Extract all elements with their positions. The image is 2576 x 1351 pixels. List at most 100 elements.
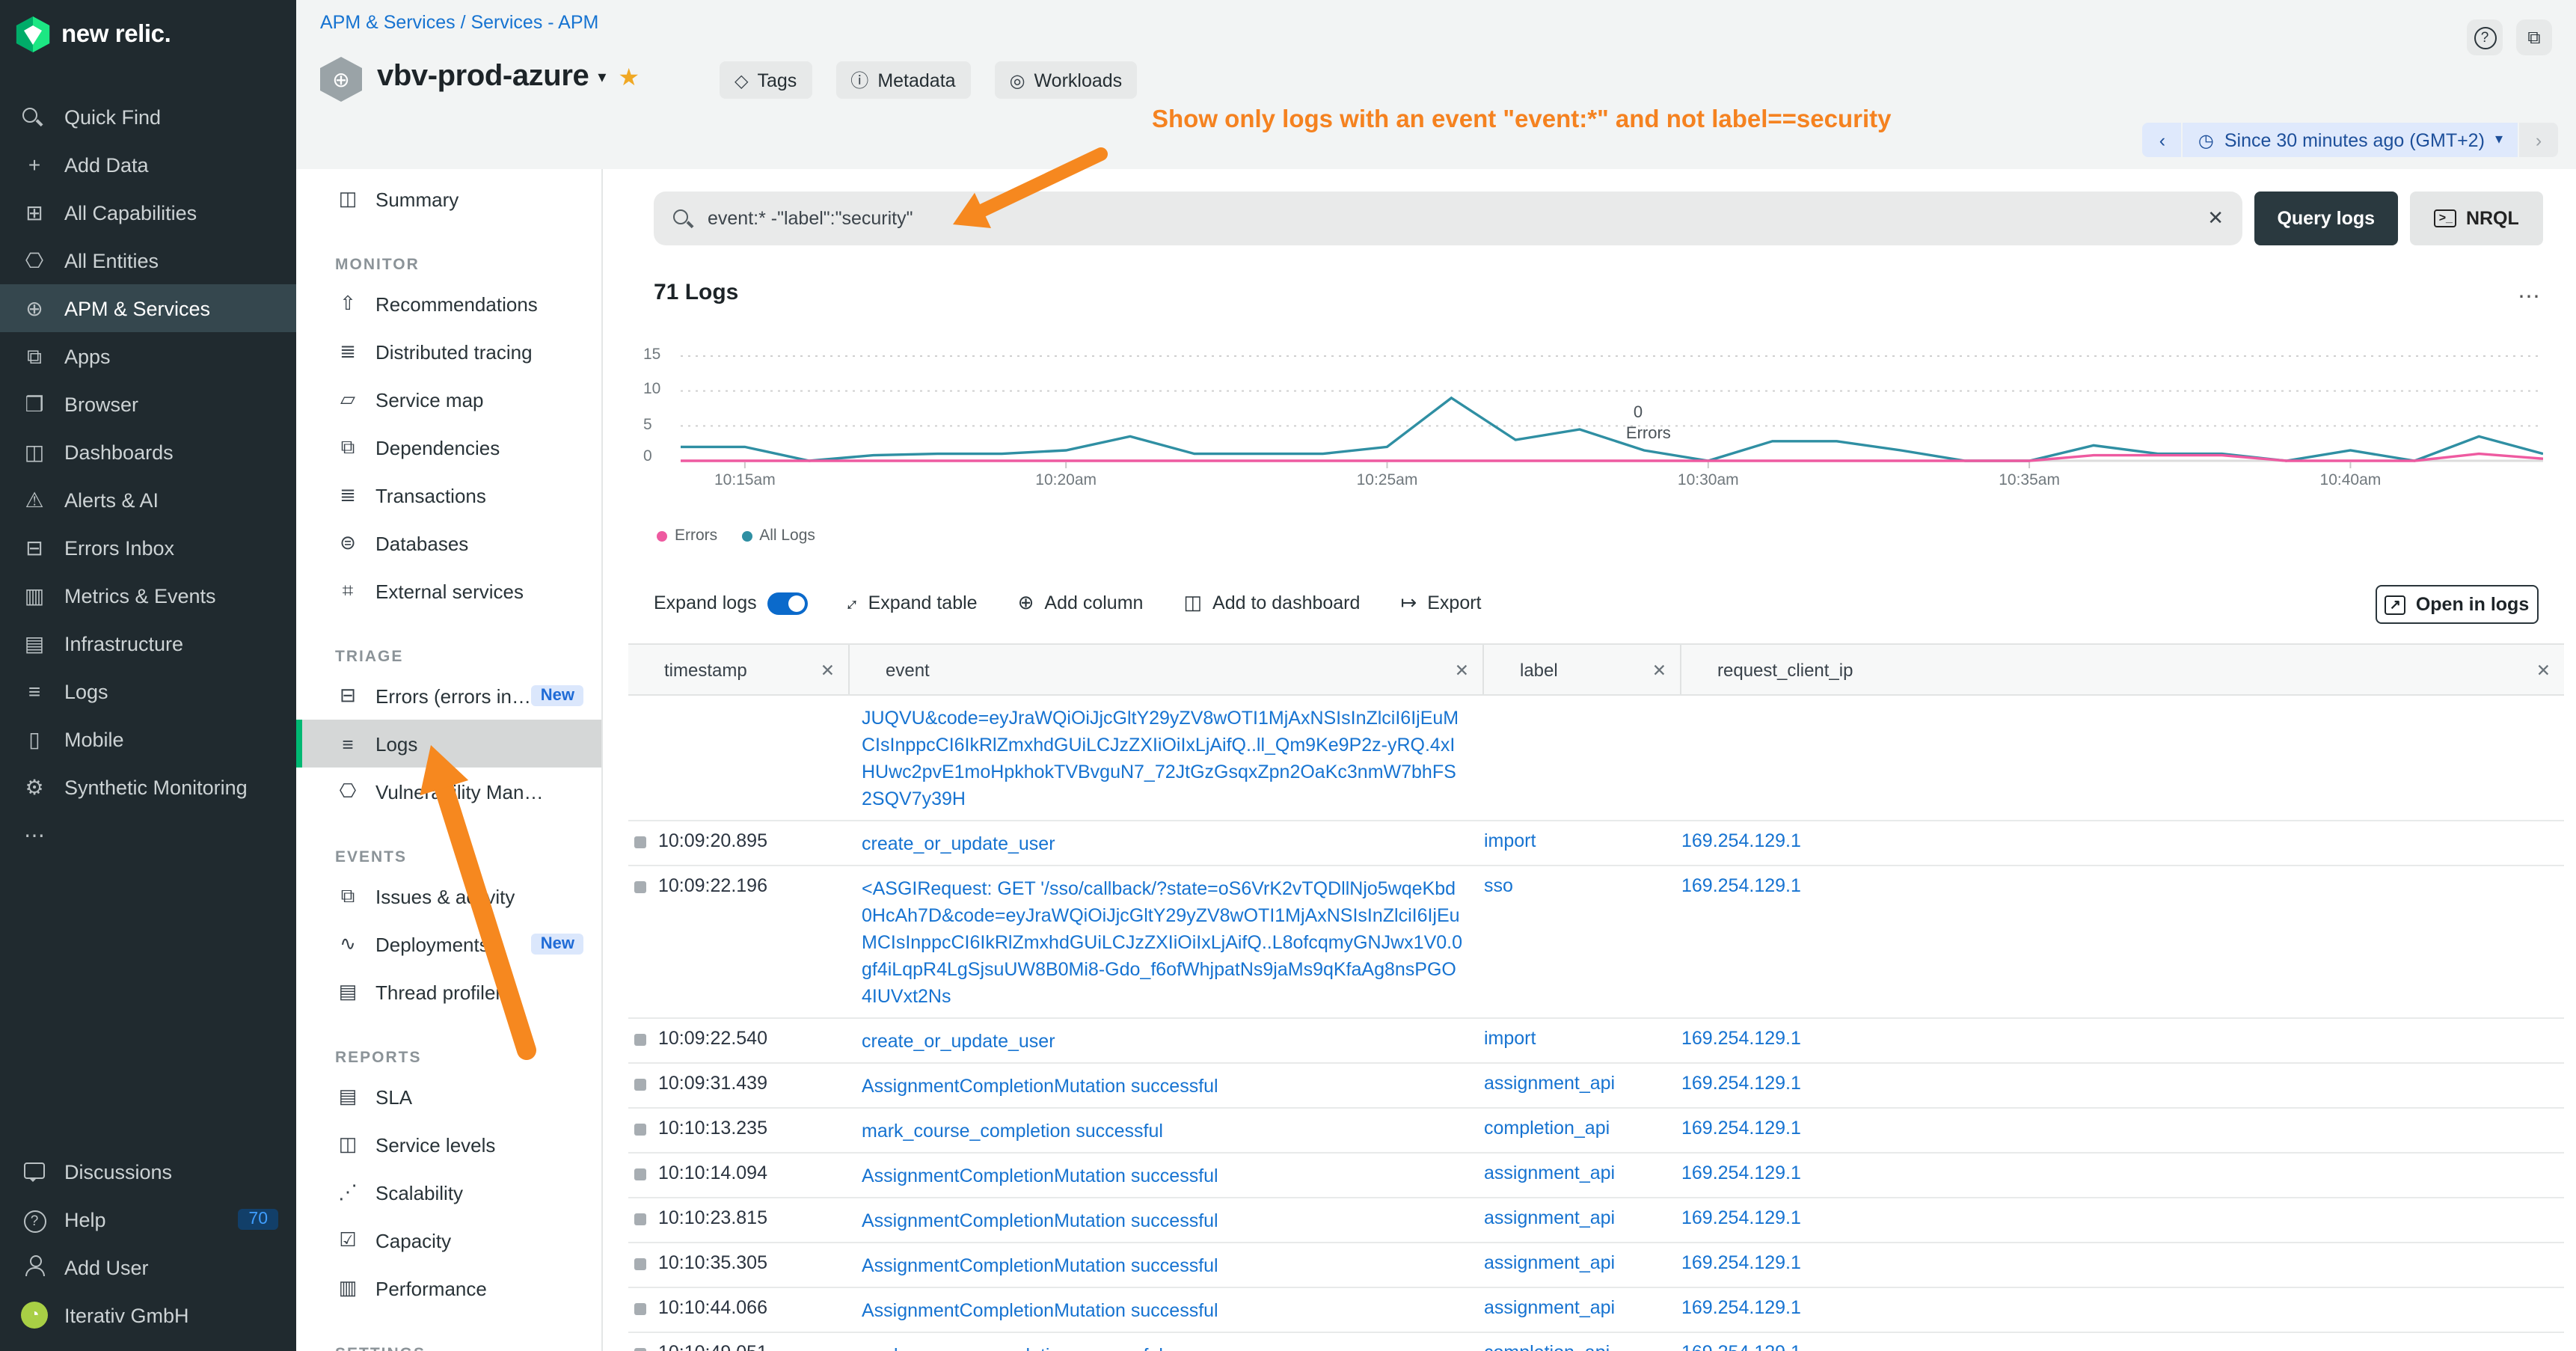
subnav-item-capacity[interactable]: ☑ Capacity (296, 1216, 601, 1264)
legend-item-all-logs[interactable]: All Logs (741, 527, 815, 545)
event-link[interactable]: AssignmentCompletionMutation successful (862, 1210, 1218, 1231)
event-link[interactable]: AssignmentCompletionMutation successful (862, 1300, 1218, 1321)
metadata-button[interactable]: ⓘ Metadata (835, 61, 971, 99)
subnav-item-summary[interactable]: ◫ Summary (296, 175, 601, 223)
subnav-item-transactions[interactable]: ≣ Transactions (296, 471, 601, 519)
request-client-ip-link[interactable]: 169.254.129.1 (1681, 1207, 1801, 1228)
request-client-ip-link[interactable]: 169.254.129.1 (1681, 875, 1801, 896)
request-client-ip-link[interactable]: 169.254.129.1 (1681, 1297, 1801, 1318)
subnav-item-databases[interactable]: ⊜ Databases (296, 519, 601, 567)
sidebar-item-account[interactable]: ◔ Iterativ GmbH (0, 1291, 296, 1339)
subnav-item-external-services[interactable]: ⌗ External services (296, 567, 601, 615)
subnav-item-distributed-tracing[interactable]: ≣ Distributed tracing (296, 328, 601, 376)
label-link[interactable]: assignment_api (1484, 1297, 1616, 1318)
query-logs-button[interactable]: Query logs (2254, 192, 2399, 245)
event-link[interactable]: AssignmentCompletionMutation successful (862, 1165, 1218, 1186)
log-row[interactable]: 10:09:22.540 create_or_update_user import 1… (628, 1019, 2564, 1064)
entity-dropdown-chevron-icon[interactable]: ▾ (598, 69, 607, 87)
sidebar-item-alerts-ai[interactable]: ⚠ Alerts & AI (0, 476, 296, 524)
open-in-logs-button[interactable]: ↗ Open in logs (2376, 585, 2539, 624)
event-link[interactable]: <ASGIRequest: GET '/sso/callback/?state=… (862, 878, 1462, 1007)
sidebar-item-dashboards[interactable]: ◫ Dashboards (0, 428, 296, 476)
label-link[interactable]: assignment_api (1484, 1252, 1616, 1273)
sidebar-item-all-capabilities[interactable]: ⊞ All Capabilities (0, 189, 296, 236)
request-client-ip-link[interactable]: 169.254.129.1 (1681, 1252, 1801, 1273)
sidebar-item-logs[interactable]: ≡ Logs (0, 667, 296, 715)
logs-timeseries-chart[interactable]: 15 10 5 0 10:15am 10:20am 10:25am 10:30am 10:35a… (643, 346, 2563, 489)
subnav-item-errors-inbox[interactable]: ⊟ Errors (errors inb... New (296, 672, 601, 720)
expand-table-button[interactable]: ↕ Expand table (841, 592, 978, 614)
event-link[interactable]: create_or_update_user (862, 833, 1055, 854)
subnav-item-service-levels[interactable]: ◫ Service levels (296, 1121, 601, 1168)
subnav-item-scalability[interactable]: ⋰ Scalability (296, 1168, 601, 1216)
label-link[interactable]: completion_api (1484, 1342, 1610, 1351)
sidebar-item-add-user[interactable]: Add User (0, 1243, 296, 1291)
legend-item-errors[interactable]: Errors (657, 527, 717, 545)
log-row[interactable]: 10:10:49.051 mark_course_completion succe… (628, 1333, 2564, 1351)
sidebar-item-errors-inbox[interactable]: ⊟ Errors Inbox (0, 524, 296, 572)
log-row[interactable]: 10:10:44.066 AssignmentCompletionMutation… (628, 1288, 2564, 1333)
label-link[interactable]: assignment_api (1484, 1162, 1616, 1183)
log-query-input[interactable] (705, 206, 2208, 230)
event-link[interactable]: JUQVU&code=eyJraWQiOiJjcGltY29yZV8wOTI1M… (862, 708, 1459, 809)
remove-column-label-button[interactable]: ✕ (1652, 662, 1666, 680)
breadcrumb-apm-services[interactable]: APM & Services (320, 12, 456, 33)
subnav-item-service-map[interactable]: ▱ Service map (296, 376, 601, 423)
sidebar-item-quick-find[interactable]: Quick Find (0, 93, 296, 141)
sidebar-item-mobile[interactable]: ▯ Mobile (0, 715, 296, 763)
workloads-button[interactable]: ◎ Workloads (994, 61, 1138, 99)
permalink-button[interactable]: ⧉ (2516, 19, 2552, 55)
help-button[interactable]: ? (2467, 19, 2503, 55)
log-row[interactable]: 10:10:23.815 AssignmentCompletionMutation… (628, 1198, 2564, 1243)
subnav-item-performance[interactable]: ▥ Performance (296, 1264, 601, 1312)
sidebar-item-help[interactable]: ? Help 70 (0, 1195, 296, 1243)
label-link[interactable]: import (1484, 830, 1536, 851)
sidebar-item-add-data[interactable]: + Add Data (0, 141, 296, 189)
event-link[interactable]: mark_course_completion successful (862, 1121, 1163, 1142)
clear-query-icon[interactable]: ✕ (2207, 206, 2224, 229)
request-client-ip-link[interactable]: 169.254.129.1 (1681, 1073, 1801, 1094)
remove-column-request_client_ip-button[interactable]: ✕ (2536, 662, 2551, 680)
label-link[interactable]: assignment_api (1484, 1207, 1616, 1228)
request-client-ip-link[interactable]: 169.254.129.1 (1681, 830, 1801, 851)
sidebar-item-synthetic-monitoring[interactable]: ⚙ Synthetic Monitoring (0, 763, 296, 811)
sidebar-item-discussions[interactable]: Discussions (0, 1148, 296, 1195)
add-to-dashboard-button[interactable]: ◫ Add to dashboard (1183, 591, 1360, 615)
add-column-button[interactable]: ⊕ Add column (1018, 591, 1144, 615)
chart-more-icon[interactable]: ⋯ (2518, 284, 2542, 310)
log-row[interactable]: 10:10:13.235 mark_course_completion succe… (628, 1109, 2564, 1154)
label-link[interactable]: import (1484, 1028, 1536, 1049)
subnav-item-vulnerability-management[interactable]: ⎔ Vulnerability Management (296, 768, 601, 815)
time-range-button[interactable]: ◷ Since 30 minutes ago (GMT+2) ▾ (2183, 123, 2518, 157)
request-client-ip-link[interactable]: 169.254.129.1 (1681, 1162, 1801, 1183)
time-back-button[interactable]: ‹ (2142, 123, 2182, 157)
remove-column-event-button[interactable]: ✕ (1454, 662, 1469, 680)
log-row[interactable]: 10:09:22.196 <ASGIRequest: GET '/sso/call… (628, 866, 2564, 1019)
log-row[interactable]: 10:09:20.895 create_or_update_user import 1… (628, 821, 2564, 866)
sidebar-item-browser[interactable]: ❒ Browser (0, 380, 296, 428)
label-link[interactable]: completion_api (1484, 1118, 1610, 1139)
label-link[interactable]: sso (1484, 875, 1513, 896)
label-link[interactable]: assignment_api (1484, 1073, 1616, 1094)
expand-logs-toggle[interactable] (767, 592, 808, 614)
sidebar-item-infrastructure[interactable]: ▤ Infrastructure (0, 619, 296, 667)
breadcrumb-services-apm[interactable]: Services - APM (470, 12, 599, 33)
time-forward-button[interactable]: › (2519, 123, 2558, 157)
event-link[interactable]: mark_course_completion successful (862, 1345, 1163, 1351)
sidebar-item-apps[interactable]: ⧉ Apps (0, 332, 296, 380)
subnav-item-recommendations[interactable]: ⇧ Recommendations (296, 280, 601, 328)
subnav-item-dependencies[interactable]: ⧉ Dependencies (296, 423, 601, 471)
log-row[interactable]: JUQVU&code=eyJraWQiOiJjcGltY29yZV8wOTI1M… (628, 696, 2564, 821)
event-link[interactable]: AssignmentCompletionMutation successful (862, 1255, 1218, 1276)
subnav-item-thread-profiler[interactable]: ▤ Thread profiler (296, 968, 601, 1016)
subnav-item-sla[interactable]: ▤ SLA (296, 1073, 601, 1121)
request-client-ip-link[interactable]: 169.254.129.1 (1681, 1028, 1801, 1049)
subnav-item-deployments[interactable]: ∿ Deployments New (296, 920, 601, 968)
event-link[interactable]: create_or_update_user (862, 1031, 1055, 1052)
log-row[interactable]: 10:10:14.094 AssignmentCompletionMutation… (628, 1154, 2564, 1198)
request-client-ip-link[interactable]: 169.254.129.1 (1681, 1118, 1801, 1139)
request-client-ip-link[interactable]: 169.254.129.1 (1681, 1342, 1801, 1351)
tags-button[interactable]: ◇ Tags (720, 61, 812, 99)
sidebar-item-more[interactable]: ⋯ (0, 811, 296, 859)
sidebar-item-apm-services[interactable]: ⊕ APM & Services (0, 284, 296, 332)
